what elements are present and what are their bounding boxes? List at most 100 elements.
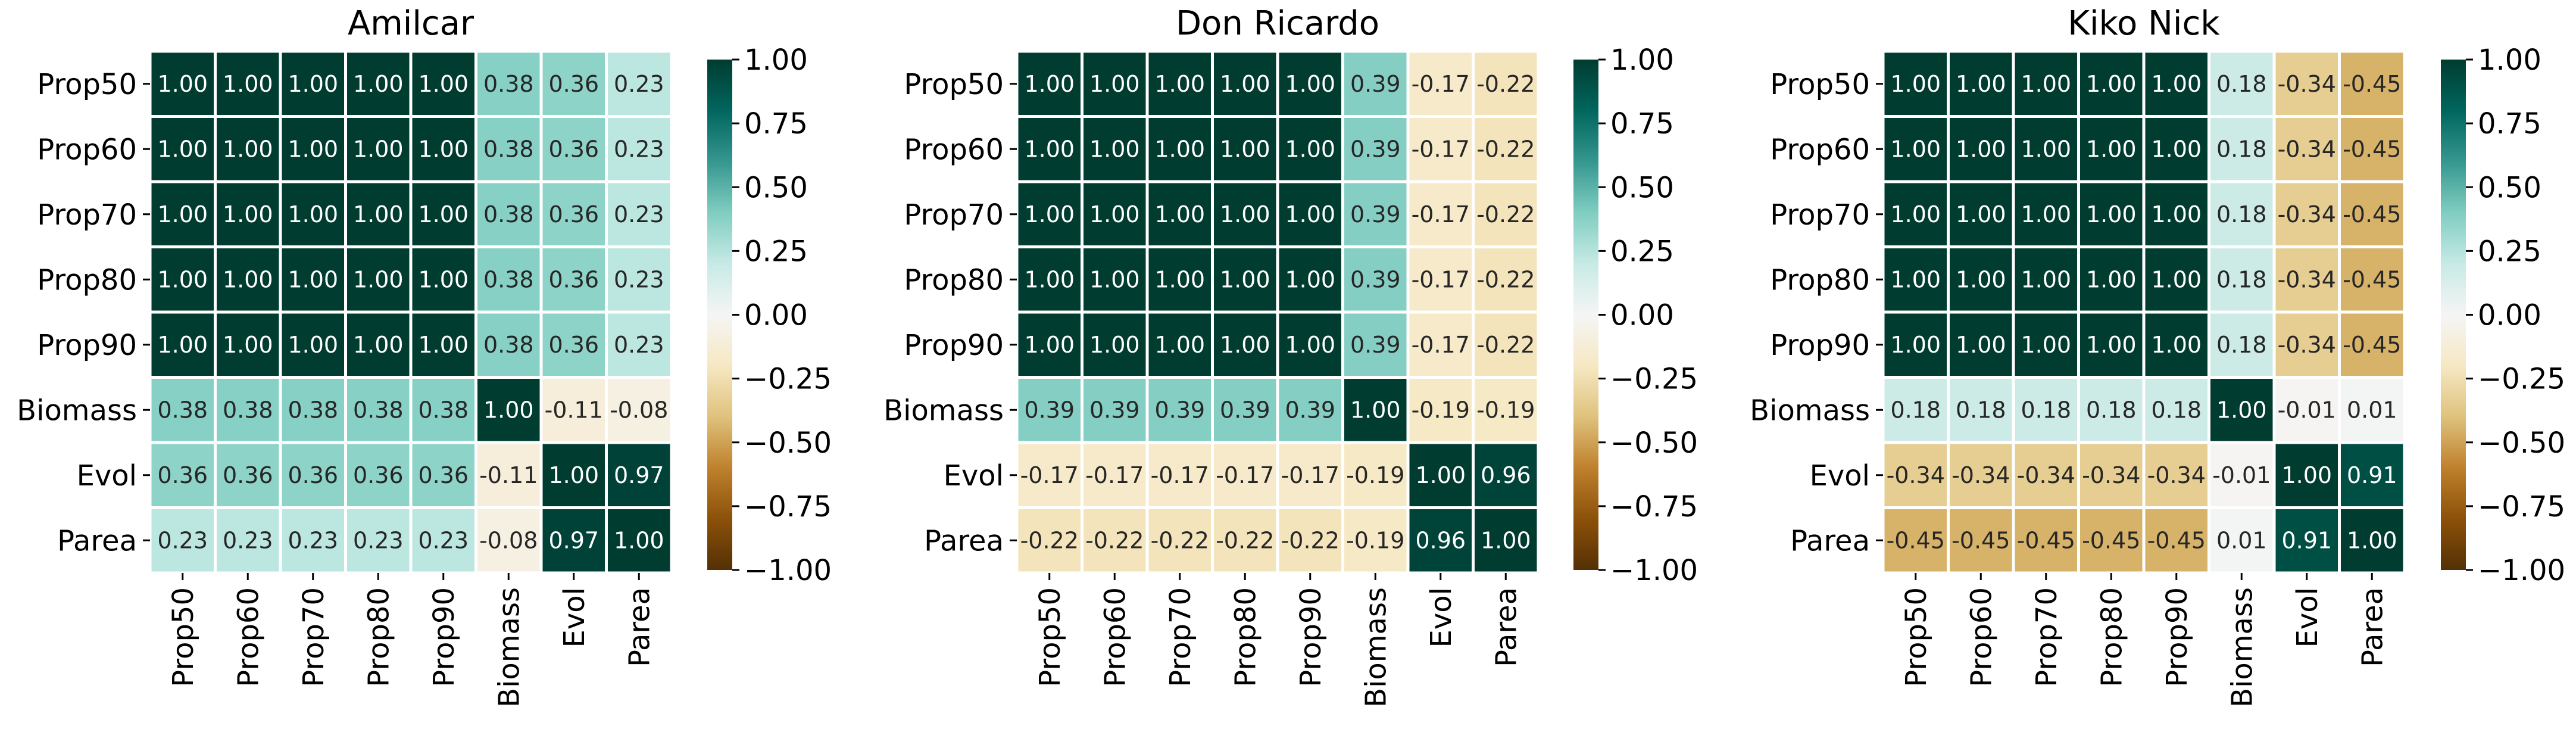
heatmap-cell <box>2015 313 2077 376</box>
heatmap-cell <box>1950 52 2012 115</box>
heatmap-cell <box>2341 248 2403 311</box>
cell-value-label: 0.18 <box>1890 397 1941 423</box>
heatmap-cell <box>412 52 474 115</box>
heatmap-cell <box>608 118 670 180</box>
x-tick-label: Parea <box>1490 587 1523 667</box>
cell-value-label: -0.19 <box>1346 462 1404 488</box>
colorbar-tick-label: −1.00 <box>2478 554 2565 587</box>
cell-value-label: 1.00 <box>2347 527 2397 553</box>
heatmap-cell <box>347 313 410 376</box>
y-tick-label: Prop70 <box>904 198 1004 232</box>
heatmap-cell <box>1409 118 1472 180</box>
cell-value-label: 1.00 <box>1154 71 1205 97</box>
heatmap-cell <box>2210 183 2273 245</box>
heatmap-cell <box>1279 118 1341 180</box>
heatmap-cell <box>477 313 540 376</box>
heatmap-cell <box>1344 248 1407 311</box>
cell-value-label: -0.22 <box>1085 527 1144 553</box>
cell-value-label: 1.00 <box>1089 332 1140 358</box>
cell-value-label: -0.45 <box>2343 332 2401 358</box>
heatmap-cell <box>1475 313 1537 376</box>
cell-value-label: 0.23 <box>353 527 404 553</box>
heatmap-cell <box>1279 313 1341 376</box>
heatmap-cell <box>2341 444 2403 506</box>
x-tick-label: Prop90 <box>1294 587 1328 687</box>
heatmap-cell <box>1279 248 1341 311</box>
cell-value-label: -0.22 <box>1476 266 1535 292</box>
cell-value-label: -0.17 <box>1412 266 1470 292</box>
cell-value-label: 1.00 <box>353 201 404 228</box>
cell-value-label: 1.00 <box>223 71 273 97</box>
cell-value-label: 1.00 <box>1285 332 1335 358</box>
cell-value-label: 1.00 <box>353 266 404 292</box>
y-tick-label: Prop50 <box>1770 68 1870 101</box>
cell-value-label: 1.00 <box>157 201 208 228</box>
cell-value-label: 0.36 <box>157 462 208 488</box>
heatmap-cell <box>347 444 410 506</box>
y-tick-label: Biomass <box>17 394 137 427</box>
heatmap-cell <box>608 509 670 572</box>
heatmap-cell <box>1084 313 1146 376</box>
heatmap-cell <box>2080 52 2143 115</box>
colorbar-tick-label: 1.00 <box>2478 43 2541 77</box>
heatmap-cell <box>1018 118 1081 180</box>
heatmap-cell <box>1950 444 2012 506</box>
cell-value-label: 1.00 <box>1956 71 2006 97</box>
cell-value-label: -0.45 <box>2343 201 2401 228</box>
heatmap-cell <box>151 313 214 376</box>
heatmap-cell <box>1950 118 2012 180</box>
heatmap-cell <box>412 509 474 572</box>
cell-value-label: 1.00 <box>1089 201 1140 228</box>
heatmap-cell <box>282 313 344 376</box>
cell-value-label: 0.91 <box>2281 527 2332 553</box>
colorbar-tick-label: 1.00 <box>744 43 808 77</box>
x-tick-label: Prop50 <box>1900 587 1933 687</box>
heatmap-cell <box>151 509 214 572</box>
heatmap-cell <box>608 52 670 115</box>
heatmap-cell <box>1884 313 1947 376</box>
cell-value-label: 0.23 <box>614 266 664 292</box>
cell-value-label: 1.00 <box>1024 266 1075 292</box>
heatmap-cell <box>2080 379 2143 441</box>
heatmap-cell <box>282 509 344 572</box>
heatmap-cell <box>1018 313 1081 376</box>
cell-value-label: -0.34 <box>2278 266 2336 292</box>
y-tick-label: Prop70 <box>37 198 137 232</box>
heatmap-cell <box>282 379 344 441</box>
heatmap-cell <box>217 248 279 311</box>
heatmap-cell <box>412 248 474 311</box>
cell-value-label: 0.36 <box>353 462 404 488</box>
heatmap-cell <box>412 444 474 506</box>
cell-value-label: -0.45 <box>1887 527 1945 553</box>
cell-value-label: -0.45 <box>2343 71 2401 97</box>
heatmap-cell <box>1475 379 1537 441</box>
cell-value-label: 1.00 <box>2151 266 2202 292</box>
cell-value-label: 0.96 <box>1415 527 1466 553</box>
heatmap-cell <box>2275 379 2338 441</box>
cell-value-label: 0.39 <box>1089 397 1140 423</box>
cell-value-label: 0.23 <box>418 527 469 553</box>
y-tick-label: Parea <box>57 524 137 557</box>
cell-value-label: 1.00 <box>223 136 273 162</box>
cell-value-label: -0.34 <box>2017 462 2075 488</box>
y-tick-label: Prop60 <box>1770 133 1870 166</box>
cell-value-label: 1.00 <box>1154 201 1205 228</box>
colorbar-tick-label: −0.50 <box>1610 426 1698 460</box>
cell-value-label: 1.00 <box>1890 332 1941 358</box>
colorbar-tick-label: −0.25 <box>2478 363 2565 396</box>
heatmap-cell <box>1018 248 1081 311</box>
colorbar-tick-label: −0.25 <box>1610 363 1698 396</box>
x-tick-label: Evol <box>558 587 591 647</box>
colorbar-tick-label: −0.50 <box>2478 426 2565 460</box>
y-tick-label: Prop60 <box>37 133 137 166</box>
heatmap-cell <box>1409 183 1472 245</box>
cell-value-label: 1.00 <box>288 201 338 228</box>
heatmap-cell <box>347 118 410 180</box>
heatmap-cell <box>1409 379 1472 441</box>
cell-value-label: 1.00 <box>2151 136 2202 162</box>
heatmap-cell <box>608 183 670 245</box>
cell-value-label: 1.00 <box>1285 201 1335 228</box>
cell-value-label: -0.34 <box>1887 462 1945 488</box>
cell-value-label: 1.00 <box>418 71 469 97</box>
heatmap-cell <box>1475 118 1537 180</box>
